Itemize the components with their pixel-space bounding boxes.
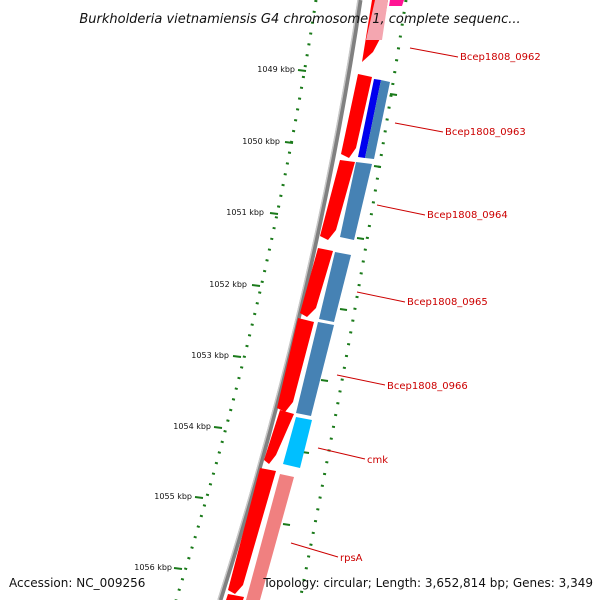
connector-line [409,47,459,58]
gene-label[interactable]: Bcep1808_0966 [387,381,468,392]
reverse-strand [283,79,390,468]
tick-mark [232,355,242,358]
gene-label[interactable]: Bcep1808_0965 [407,297,488,308]
gene-label[interactable]: Bcep1808_0964 [427,210,508,221]
gene-arrow[interactable] [264,410,294,464]
forward-strand [226,0,388,600]
tick-label: 1050 kbp [242,137,280,146]
connector-line [336,374,386,386]
connector-line [317,447,366,460]
tick-label: 1053 kbp [191,351,229,360]
inner-tick [389,93,398,96]
tick-mark [173,567,183,570]
connector-line [376,204,426,216]
gene-arrow-0963-dark[interactable] [358,79,381,158]
tick-mark [251,284,261,287]
inner-tick [373,165,382,168]
gene-arrow-0963[interactable] [365,80,390,159]
gene-label[interactable]: rpsA [340,553,363,564]
gene-arrow[interactable] [226,594,244,600]
gene-arrow[interactable] [228,468,276,594]
genome-backbone [217,0,363,600]
gene-arrow-cmk[interactable] [283,417,312,468]
gene-arrow[interactable] [277,318,314,412]
gene-arrow[interactable] [320,160,355,240]
inner-tick [356,237,365,240]
tick-mark [213,426,223,429]
tick-label: 1055 kbp [154,492,192,501]
gene-arrow-rpsA[interactable] [246,474,294,600]
inner-tick [339,308,348,311]
map-title: Burkholderia vietnamiensis G4 chromosome… [79,12,520,27]
gene-arrow-magenta[interactable] [389,0,404,6]
inner-dotted-ring [298,0,408,600]
tick-label: 1052 kbp [209,280,247,289]
tick-ring-dotted [174,0,318,600]
connector-line [356,291,406,303]
tick-label: 1049 kbp [257,65,295,74]
gene-arrow-0964[interactable] [340,162,372,240]
gene-arrow-pink[interactable] [366,0,388,40]
topology-text: Topology: circular; Length: 3,652,814 bp… [263,576,593,590]
tick-mark [297,69,307,72]
tick-label: 1056 kbp [134,563,172,572]
tick-mark [284,141,294,144]
inner-tick [282,523,291,526]
genome-backbone-highlight [217,0,359,600]
gene-arrow-0965[interactable] [319,252,351,322]
tick-mark [194,496,204,499]
accession-text: Accession: NC_009256 [9,576,146,590]
tick-label: 1054 kbp [173,422,211,431]
connector-line [394,122,444,133]
tick-group: 1049 kbp 1050 kbp 1051 kbp 1052 kbp 1053… [134,65,307,572]
tick-mark [269,212,279,215]
connector-line [290,542,339,558]
gene-arrow[interactable] [341,74,372,158]
inner-tick [320,379,329,382]
tick-label: 1051 kbp [226,208,264,217]
gene-arrow-0966[interactable] [296,322,334,416]
gene-label[interactable]: cmk [367,455,388,466]
label-connectors [290,47,459,558]
gene-label[interactable]: Bcep1808_0963 [445,127,526,138]
gene-label[interactable]: Bcep1808_0962 [460,52,541,63]
gene-arrow[interactable] [300,248,333,317]
